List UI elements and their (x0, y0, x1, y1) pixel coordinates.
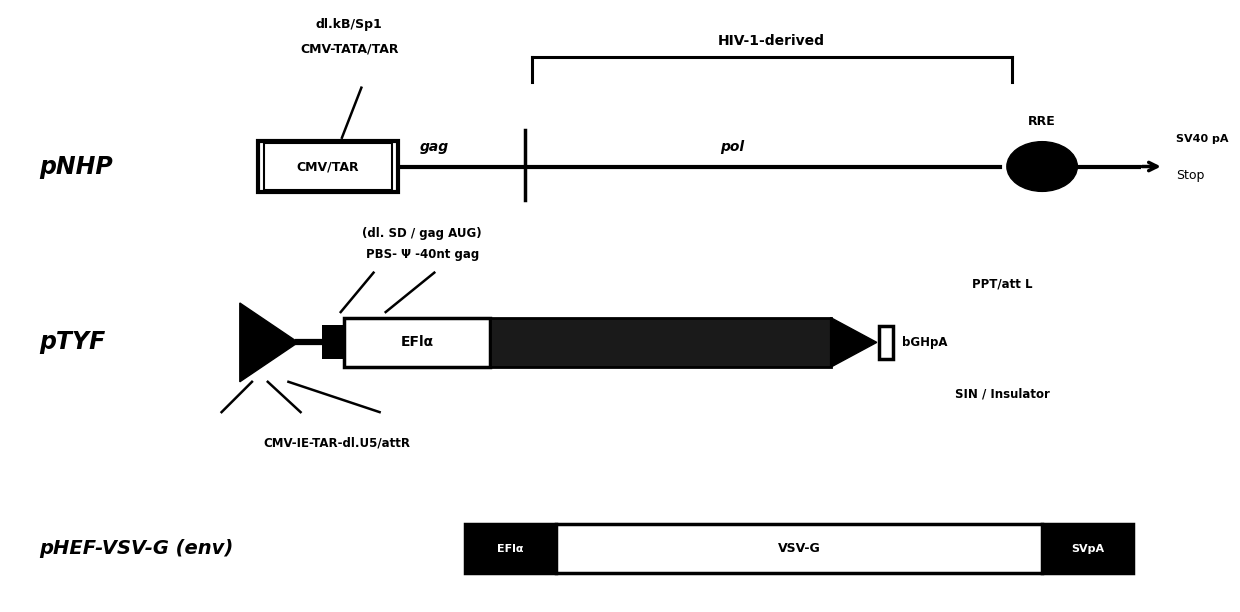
Text: gag: gag (420, 140, 449, 154)
Text: pHEF-VSV-G (env): pHEF-VSV-G (env) (40, 539, 233, 558)
Text: PPT/att L: PPT/att L (972, 278, 1032, 291)
Text: pTYF: pTYF (40, 330, 105, 354)
Text: VSV-G: VSV-G (777, 542, 821, 555)
Text: EFlα: EFlα (401, 335, 434, 349)
Bar (258, 141, 398, 192)
Text: CMV-TATA/TAR: CMV-TATA/TAR (300, 42, 398, 55)
Bar (490, 318, 831, 367)
Bar (264, 143, 392, 190)
Text: RRE: RRE (1028, 115, 1056, 129)
Text: SIN / Insulator: SIN / Insulator (955, 388, 1049, 401)
Polygon shape (239, 303, 298, 382)
Text: Stop: Stop (1176, 169, 1204, 182)
Bar (345, 318, 490, 367)
Ellipse shape (1007, 141, 1078, 192)
Bar (322, 326, 345, 359)
Text: PBS- Ψ -40nt gag: PBS- Ψ -40nt gag (366, 248, 479, 261)
Text: CMV-IE-TAR-dl.U5/attR: CMV-IE-TAR-dl.U5/attR (264, 436, 410, 449)
Bar (465, 524, 556, 573)
Text: bGHpA: bGHpA (903, 336, 947, 349)
Text: CMV/TAR: CMV/TAR (296, 160, 360, 173)
Text: pNHP: pNHP (40, 154, 113, 179)
Text: dl.kB/Sp1: dl.kB/Sp1 (316, 18, 383, 31)
Text: SV40 pA: SV40 pA (1176, 134, 1229, 144)
Bar (465, 524, 1133, 573)
Text: EFlα: EFlα (497, 543, 523, 554)
Text: SVpA: SVpA (1071, 543, 1105, 554)
Bar (1042, 524, 1133, 573)
Bar (879, 326, 893, 359)
Text: HIV-1-derived: HIV-1-derived (718, 34, 825, 48)
Polygon shape (831, 318, 877, 367)
Text: pol: pol (720, 140, 744, 154)
Text: (dl. SD / gag AUG): (dl. SD / gag AUG) (362, 227, 482, 240)
